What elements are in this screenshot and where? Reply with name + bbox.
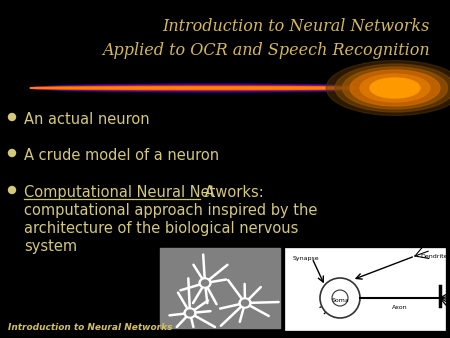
Text: A: A xyxy=(199,185,214,200)
Ellipse shape xyxy=(239,298,251,308)
Ellipse shape xyxy=(342,67,447,109)
Ellipse shape xyxy=(360,74,430,102)
Text: Applied to OCR and Speech Recognition: Applied to OCR and Speech Recognition xyxy=(103,42,430,59)
Text: Synapse: Synapse xyxy=(293,256,319,261)
Ellipse shape xyxy=(30,87,395,89)
Text: An actual neuron: An actual neuron xyxy=(24,112,149,127)
Ellipse shape xyxy=(30,84,395,92)
Circle shape xyxy=(332,290,348,306)
Text: Axon: Axon xyxy=(392,305,408,310)
Ellipse shape xyxy=(30,85,395,91)
Ellipse shape xyxy=(335,64,450,112)
Ellipse shape xyxy=(350,70,440,106)
Ellipse shape xyxy=(242,300,248,306)
Ellipse shape xyxy=(186,310,194,316)
Circle shape xyxy=(9,187,15,193)
Text: A crude model of a neuron: A crude model of a neuron xyxy=(24,148,219,163)
Text: system: system xyxy=(24,239,77,254)
Text: computational approach inspired by the: computational approach inspired by the xyxy=(24,203,317,218)
Ellipse shape xyxy=(30,86,395,90)
Text: Introduction to Neural Networks: Introduction to Neural Networks xyxy=(8,323,172,332)
Ellipse shape xyxy=(326,61,450,116)
Text: Soma: Soma xyxy=(331,297,349,303)
Ellipse shape xyxy=(184,308,196,318)
Circle shape xyxy=(9,114,15,121)
Circle shape xyxy=(9,149,15,156)
Bar xyxy=(160,248,280,328)
Ellipse shape xyxy=(370,78,420,98)
Text: Computational Neural Networks:: Computational Neural Networks: xyxy=(24,185,264,200)
Bar xyxy=(285,248,445,330)
Text: architecture of the biological nervous: architecture of the biological nervous xyxy=(24,221,298,236)
Text: Dendrite: Dendrite xyxy=(420,254,447,259)
Ellipse shape xyxy=(30,87,395,90)
Text: Introduction to Neural Networks: Introduction to Neural Networks xyxy=(162,18,430,35)
Ellipse shape xyxy=(30,86,395,91)
Circle shape xyxy=(320,278,360,318)
Ellipse shape xyxy=(202,280,208,286)
Ellipse shape xyxy=(199,278,211,288)
